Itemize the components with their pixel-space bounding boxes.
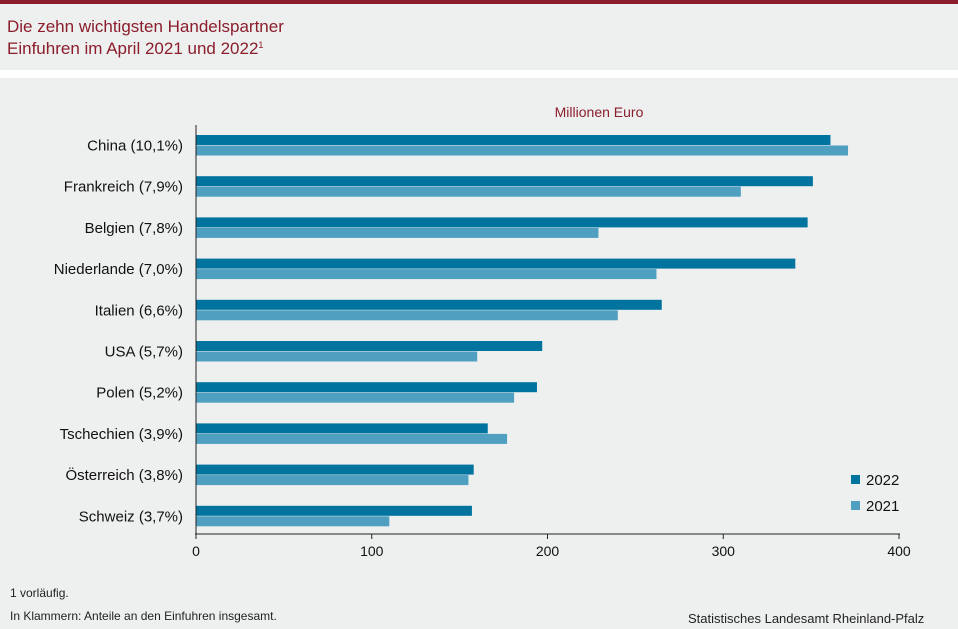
bar-2021-8 xyxy=(196,475,469,486)
bar-2021-9 xyxy=(196,516,390,527)
bar-2022-0 xyxy=(196,135,831,145)
bar-2022-2 xyxy=(196,217,808,228)
category-label: Schweiz (3,7%) xyxy=(79,508,183,525)
footnote-marker: 1 xyxy=(258,40,264,50)
chart-header: Die zehn wichtigsten Handelspartner Einf… xyxy=(0,4,958,70)
category-label: Belgien (7,8%) xyxy=(85,220,183,237)
category-label: Österreich (3,8%) xyxy=(65,466,183,484)
bar-2021-6 xyxy=(196,392,515,403)
category-label: Frankreich (7,9%) xyxy=(64,179,183,196)
legend-swatch-2022 xyxy=(851,475,860,484)
footnote-shares: In Klammern: Anteile an den Einfuhren in… xyxy=(10,609,277,623)
source-label: Statistisches Landesamt Rheinland-Pfalz xyxy=(688,611,925,626)
bar-2022-5 xyxy=(196,341,543,351)
x-tick-label: 100 xyxy=(360,543,384,559)
x-tick-label: 400 xyxy=(887,543,911,559)
category-label: China (10,1%) xyxy=(87,138,183,155)
bar-2022-8 xyxy=(196,464,474,475)
bar-2021-7 xyxy=(196,433,508,444)
x-tick-label: 0 xyxy=(192,543,200,559)
footnote-preliminary: 1 vorläufig. xyxy=(10,586,69,600)
chart-title: Die zehn wichtigsten Handelspartner xyxy=(7,17,284,36)
bar-2022-1 xyxy=(196,176,813,187)
category-label: USA (5,7%) xyxy=(105,344,183,361)
bar-2021-0 xyxy=(196,145,849,156)
x-tick-label: 300 xyxy=(712,543,736,559)
category-label: Tschechien (3,9%) xyxy=(60,426,183,443)
x-tick-label: 200 xyxy=(536,543,560,559)
legend-swatch-2021 xyxy=(851,501,860,510)
bar-2022-7 xyxy=(196,423,488,434)
bar-chart: Millionen Euro China (10,1%) Frankreich (7… xyxy=(54,104,911,559)
category-label: Italien (6,6%) xyxy=(95,302,183,319)
bar-2022-9 xyxy=(196,505,472,516)
legend-label: 2021 xyxy=(866,498,899,515)
bar-2022-3 xyxy=(196,258,796,269)
bar-2021-2 xyxy=(196,227,599,238)
bar-2022-6 xyxy=(196,382,537,393)
unit-label: Millionen Euro xyxy=(555,104,644,120)
header-divider xyxy=(0,70,958,78)
bar-2021-4 xyxy=(196,310,618,321)
bar-2021-1 xyxy=(196,186,741,197)
chart-subtitle: Einfuhren im April 2021 und 20221 xyxy=(7,39,263,59)
bar-2021-5 xyxy=(196,351,478,362)
category-label: Polen (5,2%) xyxy=(96,385,183,402)
bar-2022-4 xyxy=(196,299,662,310)
category-label: Niederlande (7,0%) xyxy=(54,261,183,278)
chart-subtitle-text: Einfuhren im April 2021 und 2022 xyxy=(7,39,259,58)
bar-2021-3 xyxy=(196,269,657,280)
legend-label: 2022 xyxy=(866,472,899,489)
top-accent-bar xyxy=(0,0,958,4)
